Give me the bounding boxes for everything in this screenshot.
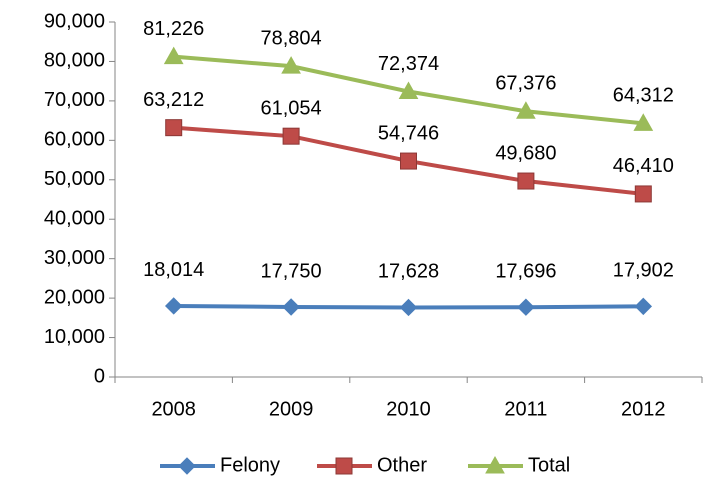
marker <box>633 113 654 131</box>
marker <box>516 101 536 119</box>
data-label: 67,376 <box>495 73 556 95</box>
data-label: 17,902 <box>613 260 674 282</box>
legend-marker <box>178 457 196 475</box>
marker <box>282 298 300 316</box>
data-label: 18,014 <box>143 259 204 281</box>
x-tick-label: 2010 <box>386 398 431 420</box>
data-label: 17,696 <box>495 260 556 282</box>
y-tick-label: 80,000 <box>44 50 105 72</box>
marker <box>634 185 652 203</box>
marker <box>281 56 301 74</box>
marker <box>399 298 418 317</box>
y-tick-label: 70,000 <box>44 89 105 111</box>
data-label: 64,312 <box>613 85 674 107</box>
legend-marker <box>335 457 353 475</box>
y-tick-label: 90,000 <box>44 10 105 32</box>
data-label: 78,804 <box>261 27 322 49</box>
y-tick-label: 50,000 <box>44 168 105 190</box>
y-tick-label: 40,000 <box>44 208 105 230</box>
x-tick-label: 2011 <box>504 398 547 420</box>
legend-label: Other <box>377 454 427 476</box>
marker <box>634 297 653 316</box>
data-label: 81,226 <box>143 18 204 40</box>
marker <box>163 46 184 65</box>
y-tick-label: 10,000 <box>44 326 105 348</box>
data-label: 17,750 <box>261 260 322 282</box>
y-tick-label: 30,000 <box>44 247 105 269</box>
marker <box>517 298 535 316</box>
data-label: 72,374 <box>378 53 439 75</box>
data-label: 46,410 <box>613 155 674 177</box>
marker <box>398 81 419 100</box>
data-label: 54,746 <box>378 122 439 144</box>
y-tick-label: 20,000 <box>44 286 105 308</box>
marker <box>282 127 300 145</box>
legend-marker <box>485 455 505 474</box>
x-tick-label: 2009 <box>269 398 314 420</box>
legend-label: Total <box>528 454 570 476</box>
marker <box>517 172 535 190</box>
legend-label: Felony <box>220 454 280 476</box>
y-tick-label: 60,000 <box>44 129 105 151</box>
x-tick-label: 2012 <box>621 398 666 420</box>
marker <box>165 119 183 137</box>
data-label: 17,628 <box>378 261 439 283</box>
data-label: 63,212 <box>143 89 204 111</box>
marker <box>164 297 183 315</box>
x-tick-label: 2008 <box>151 398 196 420</box>
data-label: 61,054 <box>261 97 322 119</box>
marker <box>400 152 417 170</box>
data-label: 49,680 <box>495 142 556 164</box>
y-tick-label: 0 <box>94 365 105 387</box>
